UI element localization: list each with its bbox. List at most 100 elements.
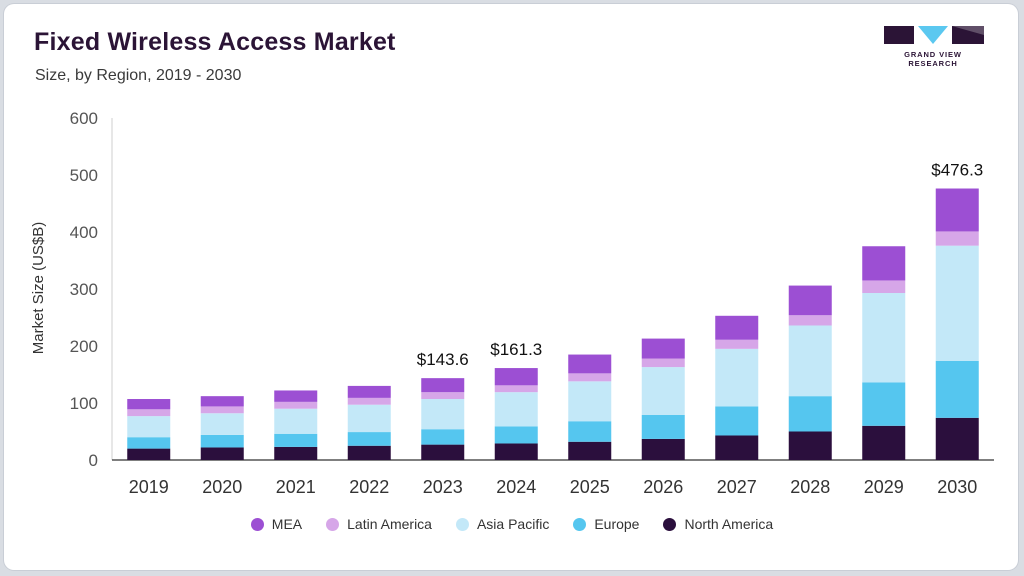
bar-segment-europe-2028 — [788, 396, 832, 432]
grand-view-research-logo — [884, 26, 984, 44]
bar-segment-latin-america-2029 — [862, 280, 906, 293]
bar-segment-asia-pacific-2022 — [347, 404, 391, 433]
legend-label: MEA — [271, 516, 303, 532]
bar-segment-north-america-2026 — [641, 438, 685, 460]
bar-segment-asia-pacific-2026 — [641, 367, 685, 415]
legend-label: Latin America — [347, 516, 432, 532]
bar-segment-asia-pacific-2025 — [568, 381, 612, 422]
legend-item-latin-america: Latin America — [326, 516, 432, 532]
bar-segment-mea-2020 — [200, 396, 244, 407]
bar-segment-north-america-2020 — [200, 447, 244, 460]
total-label-2024: $161.3 — [490, 340, 542, 359]
y-tick-label: 0 — [89, 451, 98, 470]
bar-segment-asia-pacific-2021 — [274, 408, 318, 434]
legend-swatch — [573, 517, 587, 531]
bar-segment-north-america-2027 — [715, 435, 759, 460]
legend: MEA Latin America Asia Pacific Europe North … — [0, 516, 1024, 532]
bar-segment-europe-2027 — [715, 406, 759, 436]
legend-swatch — [663, 517, 677, 531]
legend-swatch — [250, 517, 264, 531]
bar-segment-latin-america-2025 — [568, 373, 612, 382]
bar-segment-latin-america-2019 — [127, 409, 171, 417]
legend-label: Asia Pacific — [476, 516, 550, 532]
bar-segment-mea-2021 — [274, 390, 318, 402]
bar-segment-mea-2030 — [935, 188, 979, 232]
bar-segment-mea-2019 — [127, 399, 171, 410]
y-tick-label: 400 — [70, 223, 98, 242]
bar-segment-europe-2026 — [641, 414, 685, 439]
bar-segment-asia-pacific-2023 — [421, 399, 465, 430]
total-label-2023: $143.6 — [417, 350, 469, 369]
bar-segment-latin-america-2028 — [788, 315, 832, 326]
bar-segment-north-america-2021 — [274, 446, 318, 460]
y-tick-label: 200 — [70, 337, 98, 356]
chart-subtitle: Size, by Region, 2019 - 2030 — [35, 67, 242, 84]
bar-segment-mea-2022 — [347, 385, 391, 398]
bar-segment-europe-2024 — [494, 426, 538, 444]
x-tick-label: 2019 — [129, 477, 169, 497]
legend-label: Europe — [594, 516, 640, 532]
y-tick-label: 500 — [70, 166, 98, 185]
legend-item-europe: Europe — [573, 516, 639, 532]
bar-segment-latin-america-2022 — [347, 397, 391, 405]
legend-item-north-america: North America — [663, 516, 773, 532]
x-tick-label: 2022 — [349, 477, 389, 497]
legend-item-asia-pacific: Asia Pacific — [455, 516, 550, 532]
x-tick-label: 2029 — [864, 477, 904, 497]
bar-segment-latin-america-2021 — [274, 401, 318, 409]
bar-segment-latin-america-2030 — [935, 231, 979, 246]
bar-segment-asia-pacific-2029 — [862, 292, 906, 383]
chart-card: Fixed Wireless Access Market Size, by Re… — [4, 4, 1018, 570]
bar-segment-mea-2027 — [715, 315, 759, 340]
bar-segment-europe-2020 — [200, 434, 244, 448]
y-tick-label: 300 — [70, 280, 98, 299]
bar-segment-north-america-2023 — [421, 444, 465, 460]
bar-segment-asia-pacific-2020 — [200, 413, 244, 435]
bar-segment-mea-2023 — [421, 378, 465, 393]
legend-swatch — [455, 517, 469, 531]
x-tick-label: 2025 — [570, 477, 610, 497]
bars — [127, 188, 979, 460]
bar-segment-north-america-2024 — [494, 443, 538, 460]
bar-segment-europe-2021 — [274, 433, 318, 447]
bar-segment-asia-pacific-2030 — [935, 245, 979, 361]
bar-segment-latin-america-2024 — [494, 385, 538, 393]
chart-title: Fixed Wireless Access Market — [34, 28, 396, 56]
bar-segment-mea-2026 — [641, 338, 685, 359]
bar-segment-north-america-2028 — [788, 431, 832, 460]
total-label-2030: $476.3 — [931, 161, 983, 180]
x-axis: 2019 2020 2021 2022 2023 2024 2025 2026 2027 2028… — [129, 477, 978, 497]
bar-segment-europe-2025 — [568, 421, 612, 442]
legend-item-mea: MEA — [250, 516, 303, 532]
x-tick-label: 2027 — [717, 477, 757, 497]
bar-segment-north-america-2025 — [568, 441, 612, 460]
bar-segment-asia-pacific-2024 — [494, 392, 538, 427]
y-axis: 0 100 200 300 400 500 600 — [70, 109, 994, 470]
bar-segment-europe-2022 — [347, 432, 391, 446]
bar-segment-latin-america-2026 — [641, 358, 685, 368]
x-tick-label: 2023 — [423, 477, 463, 497]
bar-segment-latin-america-2027 — [715, 339, 759, 349]
bar-segment-europe-2023 — [421, 429, 465, 445]
y-tick-label: 100 — [70, 394, 98, 413]
bar-segment-europe-2019 — [127, 437, 171, 449]
legend-label: North America — [684, 516, 774, 532]
x-tick-label: 2021 — [276, 477, 316, 497]
bar-segment-north-america-2019 — [127, 448, 171, 460]
bar-segment-latin-america-2023 — [421, 392, 465, 400]
legend-swatch — [326, 517, 340, 531]
y-axis-label: Market Size (US$B) — [30, 222, 47, 355]
bar-segment-europe-2030 — [935, 360, 979, 418]
x-tick-label: 2026 — [643, 477, 683, 497]
logo-text: GRAND VIEW RESEARCH — [904, 50, 962, 68]
x-tick-label: 2030 — [937, 477, 977, 497]
bar-segment-mea-2024 — [494, 368, 538, 386]
x-tick-label: 2020 — [202, 477, 242, 497]
bar-segment-asia-pacific-2028 — [788, 325, 832, 397]
bar-segment-latin-america-2020 — [200, 406, 244, 414]
bar-segment-asia-pacific-2027 — [715, 348, 759, 407]
total-labels: $143.6 $161.3 $476.3 — [417, 161, 984, 370]
bar-segment-mea-2029 — [862, 246, 906, 281]
y-tick-label: 600 — [70, 109, 98, 128]
x-tick-label: 2024 — [496, 477, 536, 497]
